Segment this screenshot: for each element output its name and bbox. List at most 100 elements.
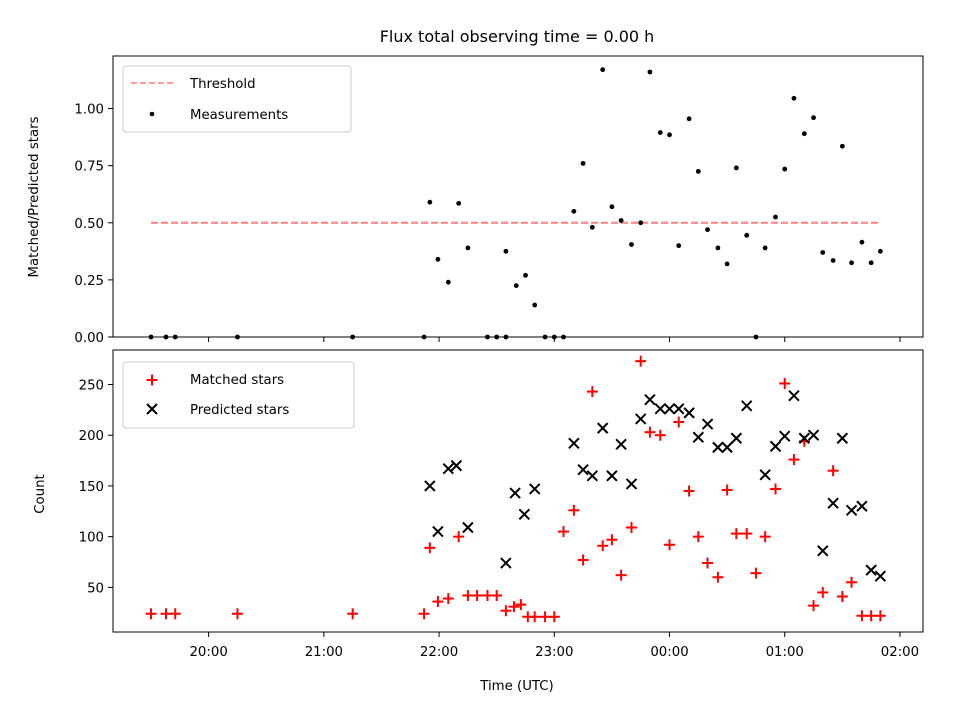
predicted-stars-point: [807, 429, 820, 441]
measurement-point: [715, 245, 721, 251]
measurement-point: [445, 279, 451, 285]
measurement-point: [580, 160, 586, 166]
x-tick-label: 01:00: [766, 645, 804, 660]
top-y-tick-label: 1.00: [74, 103, 104, 118]
measurement-point: [618, 218, 624, 223]
measurement-point: [695, 168, 701, 174]
measurement-point: [427, 199, 433, 205]
top-y-tick-label: 0.75: [74, 160, 104, 175]
matched-stars-point: [471, 589, 483, 601]
matched-stars-point: [808, 600, 820, 612]
top-chart-title: Flux total observing time = 0.00 h: [380, 27, 655, 46]
matched-stars-point: [750, 567, 762, 579]
predicted-stars-point: [865, 564, 877, 576]
matched-stars-point: [424, 542, 436, 554]
bottom-legend-frame: [122, 361, 355, 429]
legend-measurements-label: Measurements: [190, 108, 288, 123]
matched-stars-point: [644, 426, 656, 438]
predicted-stars-point: [442, 462, 454, 475]
x-tick-label: 00:00: [650, 645, 688, 660]
predicted-stars-point: [432, 525, 444, 538]
measurement-point: [724, 261, 730, 267]
measurement-point: [744, 232, 750, 238]
matched-stars-point: [568, 504, 580, 516]
matched-stars-point: [865, 610, 877, 622]
predicted-stars-point: [509, 487, 521, 499]
top-y-tick-label: 0.25: [74, 274, 104, 289]
predicted-stars-point: [759, 469, 771, 481]
predicted-stars-point: [741, 400, 753, 412]
matched-stars-point: [500, 605, 512, 617]
measurement-point: [589, 224, 595, 230]
matched-stars-point: [702, 557, 714, 569]
matched-stars-point: [779, 377, 791, 389]
measurement-point: [532, 302, 538, 308]
predicted-stars-point: [663, 403, 676, 415]
legend-matched-label: Matched stars: [190, 373, 284, 388]
predicted-stars-point: [462, 521, 474, 534]
predicted-stars-point: [683, 407, 695, 419]
measurement-point: [705, 227, 710, 233]
matched-stars-point: [432, 596, 444, 608]
measurement-point: [647, 69, 653, 75]
bottom-series-0: [145, 355, 886, 623]
measurement-point: [676, 243, 682, 249]
predicted-stars-point: [606, 470, 618, 482]
bottom-legend: Matched stars Predicted stars: [122, 361, 355, 429]
matched-stars-point: [827, 465, 839, 477]
predicted-stars-point: [798, 432, 811, 444]
measurement-point: [877, 248, 883, 254]
top-axes-frame: [112, 55, 924, 338]
matched-stars-point: [615, 569, 627, 581]
measurement-point: [571, 208, 577, 214]
bottom-y-tick-label: 250: [79, 378, 104, 393]
matched-stars-point: [462, 589, 474, 601]
matched-stars-point: [597, 540, 609, 552]
measurement-point: [435, 256, 441, 262]
measurement-point: [657, 130, 663, 135]
measurement-point: [830, 258, 836, 263]
matched-stars-point: [741, 528, 753, 540]
matched-stars-point: [515, 599, 527, 611]
measurement-point: [820, 250, 826, 255]
matched-stars-point: [418, 608, 430, 620]
matched-stars-point: [481, 589, 493, 601]
predicted-stars-point: [625, 478, 638, 490]
measurement-point: [609, 204, 615, 210]
predicted-stars-point: [817, 545, 829, 557]
matched-stars-point: [442, 593, 454, 605]
measurement-point: [523, 272, 528, 278]
measurement-point: [638, 220, 644, 226]
predicted-stars-point: [518, 508, 531, 521]
matched-stars-point: [770, 483, 782, 495]
bottom-y-tick-label: 50: [87, 581, 104, 596]
legend-measurements-swatch: [149, 111, 155, 117]
legend-predicted-swatch: [146, 403, 158, 415]
measurement-point: [801, 131, 807, 137]
measurement-point: [811, 115, 816, 121]
bottom-series-1: [424, 389, 887, 582]
measurement-point: [791, 95, 797, 101]
matched-stars-point: [856, 610, 868, 622]
matched-stars-point: [874, 610, 886, 622]
matched-stars-point: [721, 484, 733, 496]
bottom-y-tick-label: 100: [79, 531, 104, 546]
predicted-stars-point: [635, 413, 647, 425]
predicted-stars-point: [596, 422, 609, 434]
predicted-stars-point: [692, 431, 705, 443]
matched-stars-point: [712, 571, 724, 583]
predicted-stars-point: [712, 441, 724, 454]
predicted-stars-point: [577, 463, 589, 476]
measurement-point: [667, 132, 672, 138]
predicted-stars-point: [856, 500, 868, 512]
matched-stars-point: [160, 608, 172, 620]
x-axis-label: Time (UTC): [479, 679, 554, 694]
predicted-stars-point: [836, 432, 849, 444]
matched-stars-point: [683, 485, 695, 497]
matched-stars-point: [231, 608, 243, 620]
predicted-stars-point: [779, 430, 791, 442]
top-legend: Threshold Measurements: [122, 65, 352, 133]
top-y-tick-label: 0.00: [74, 331, 104, 346]
matched-stars-point: [817, 586, 829, 598]
matched-stars-point: [169, 608, 181, 620]
